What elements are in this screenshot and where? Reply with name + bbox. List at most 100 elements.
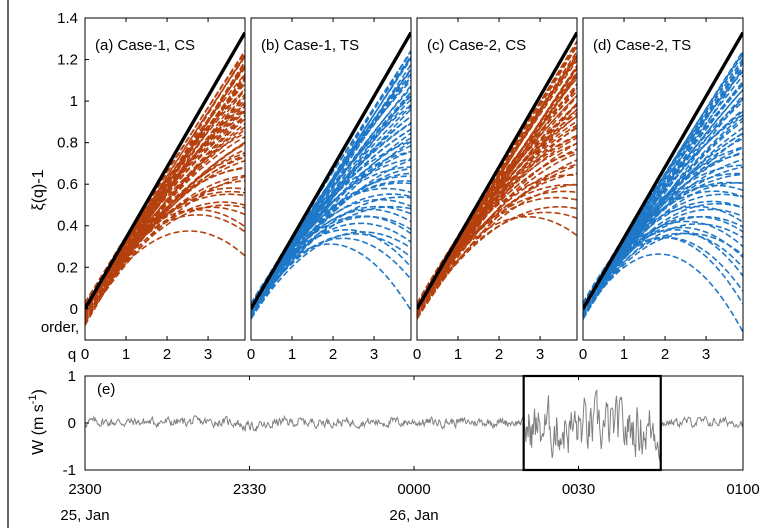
scaling-curve — [583, 151, 743, 317]
scaling-curve — [583, 113, 743, 307]
scaling-curve — [251, 231, 411, 320]
scaling-curve — [583, 80, 743, 320]
e-x-tick-label: 2300 — [68, 481, 101, 498]
scaling-curve — [251, 55, 411, 307]
reference-line — [583, 31, 743, 310]
highlight-box — [522, 374, 662, 472]
e-x-tick-label: 0030 — [562, 481, 595, 498]
x-tick-label: 0 — [413, 346, 421, 363]
scaling-curve — [85, 73, 245, 321]
scaling-curve — [251, 50, 411, 318]
x-tick-label: 2 — [163, 346, 171, 363]
scaling-curve — [417, 142, 577, 319]
scaling-curve — [85, 60, 245, 324]
w-series — [85, 389, 743, 461]
e-x-date-label: 25, Jan — [60, 507, 109, 524]
panel-1: (b) Case-1, TS 0 1 2 3 — [247, 17, 412, 363]
panel-curves — [417, 31, 577, 320]
scaling-curve — [251, 106, 411, 317]
x-tick-label: 1 — [288, 346, 296, 363]
scaling-curve — [583, 96, 743, 319]
e-x-tick-label: 2330 — [233, 481, 266, 498]
scaling-curve — [251, 51, 411, 306]
x-tick-label: 2 — [495, 346, 503, 363]
scaling-curve — [85, 175, 245, 322]
reference-line — [417, 31, 577, 310]
e-x-date-label: 26, Jan — [389, 507, 438, 524]
scaling-curve — [85, 63, 245, 326]
scaling-curve — [583, 253, 743, 333]
scaling-curve — [251, 172, 411, 319]
x-tick-label: 0 — [81, 346, 89, 363]
w-axis-label-close: ) — [30, 389, 47, 394]
x-label-prefix: order, — [41, 319, 79, 336]
scaling-curve — [251, 56, 411, 320]
w-axis-label-sup: -1 — [27, 394, 39, 404]
y-axis-label: ξ(q)-1 — [30, 169, 47, 210]
y-tick-label: 1.4 — [57, 10, 78, 27]
x-tick-label: 1 — [122, 346, 130, 363]
scaling-curve — [251, 193, 411, 317]
scaling-curve — [417, 159, 577, 319]
scaling-curve — [85, 50, 245, 313]
x-axis-label: q — [68, 346, 76, 363]
panel-0: (a) Case-1, CS 0 1 2 3 0 0.2 0.4 0.6 0.8 1 1.2 1.4 — [57, 10, 246, 363]
scaling-curve — [251, 233, 411, 316]
scaling-curve — [251, 87, 411, 318]
panel-frame — [416, 17, 578, 341]
y-tick-label: 1.2 — [57, 52, 78, 69]
x-tick-label: 2 — [661, 346, 669, 363]
panel-frame — [250, 17, 412, 341]
y-tick-label: 1 — [70, 93, 78, 110]
panel-curves — [85, 31, 245, 326]
scaling-curve — [583, 117, 743, 318]
scaling-curve — [417, 52, 577, 315]
reference-line — [85, 31, 245, 310]
x-tick-label: 3 — [536, 346, 544, 363]
scaling-curve — [417, 124, 577, 312]
x-tick-label: 2 — [329, 346, 337, 363]
x-tick-label: 3 — [702, 346, 710, 363]
e-y-tick-label: 0 — [68, 415, 76, 432]
panel-e-series — [85, 389, 743, 461]
e-y-tick-label: -1 — [63, 462, 76, 479]
scaling-curve — [583, 127, 743, 317]
y-tick-label: 0.2 — [57, 259, 78, 276]
scaling-curve — [251, 196, 411, 320]
scaling-curve — [583, 94, 743, 314]
scaling-curve — [583, 50, 743, 312]
panel-e: (e) 1 0 -1 2300 25, Jan 2330 0000 26, Jan 0030 010… — [60, 368, 759, 524]
panel-frame — [582, 17, 744, 341]
scaling-curve — [583, 62, 743, 320]
x-tick-label: 0 — [247, 346, 255, 363]
x-tick-label: 3 — [370, 346, 378, 363]
panel-curves — [583, 31, 743, 333]
x-tick-label: 1 — [620, 346, 628, 363]
scaling-curve — [85, 53, 245, 324]
scaling-curve — [417, 120, 577, 313]
scaling-curve — [417, 50, 577, 312]
y-tick-label: 0.6 — [57, 176, 78, 193]
scaling-curve — [417, 45, 577, 316]
scaling-curve — [85, 78, 245, 323]
y-tick-label: 0.4 — [57, 218, 78, 235]
scaling-curve — [417, 40, 577, 318]
panel-title: (c) Case-2, CS — [427, 37, 526, 54]
scaling-curve — [583, 53, 743, 314]
x-tick-label: 1 — [454, 346, 462, 363]
w-axis-label-main: W (m s — [30, 404, 47, 455]
e-y-tick-label: 1 — [68, 368, 76, 385]
reference-line — [251, 31, 411, 310]
panel-title: (b) Case-1, TS — [261, 37, 359, 54]
e-x-tick-label: 0000 — [397, 481, 430, 498]
panel-title: (d) Case-2, TS — [593, 37, 691, 54]
scaling-curve — [583, 61, 743, 318]
scaling-curve — [85, 73, 245, 314]
panel-title: (a) Case-1, CS — [95, 37, 195, 54]
panel-3: (d) Case-2, TS 0 1 2 3 — [579, 17, 744, 363]
x-tick-label: 3 — [204, 346, 212, 363]
scaling-curve — [251, 91, 411, 319]
x-tick-label: 0 — [579, 346, 587, 363]
panel-e-title: (e) — [97, 381, 115, 398]
